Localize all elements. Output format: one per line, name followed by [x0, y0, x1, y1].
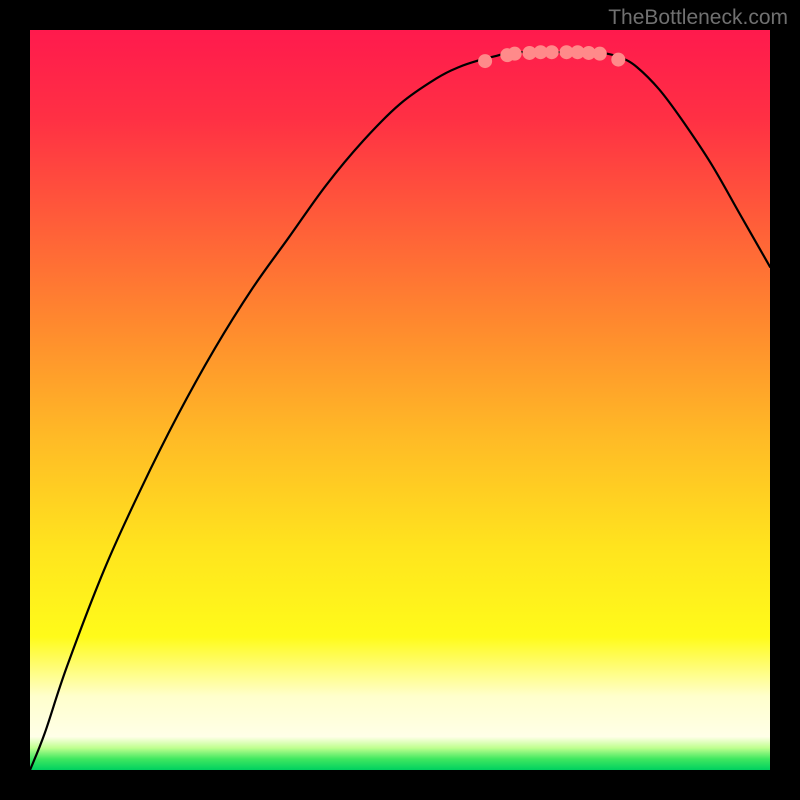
- attribution-text: TheBottleneck.com: [608, 6, 788, 30]
- chart-marker: [545, 45, 559, 59]
- chart-background: [30, 30, 770, 770]
- chart-marker: [478, 54, 492, 68]
- bottleneck-chart: [30, 30, 770, 770]
- chart-marker: [593, 47, 607, 61]
- chart-marker: [611, 53, 625, 67]
- chart-svg: [30, 30, 770, 770]
- chart-marker: [508, 47, 522, 61]
